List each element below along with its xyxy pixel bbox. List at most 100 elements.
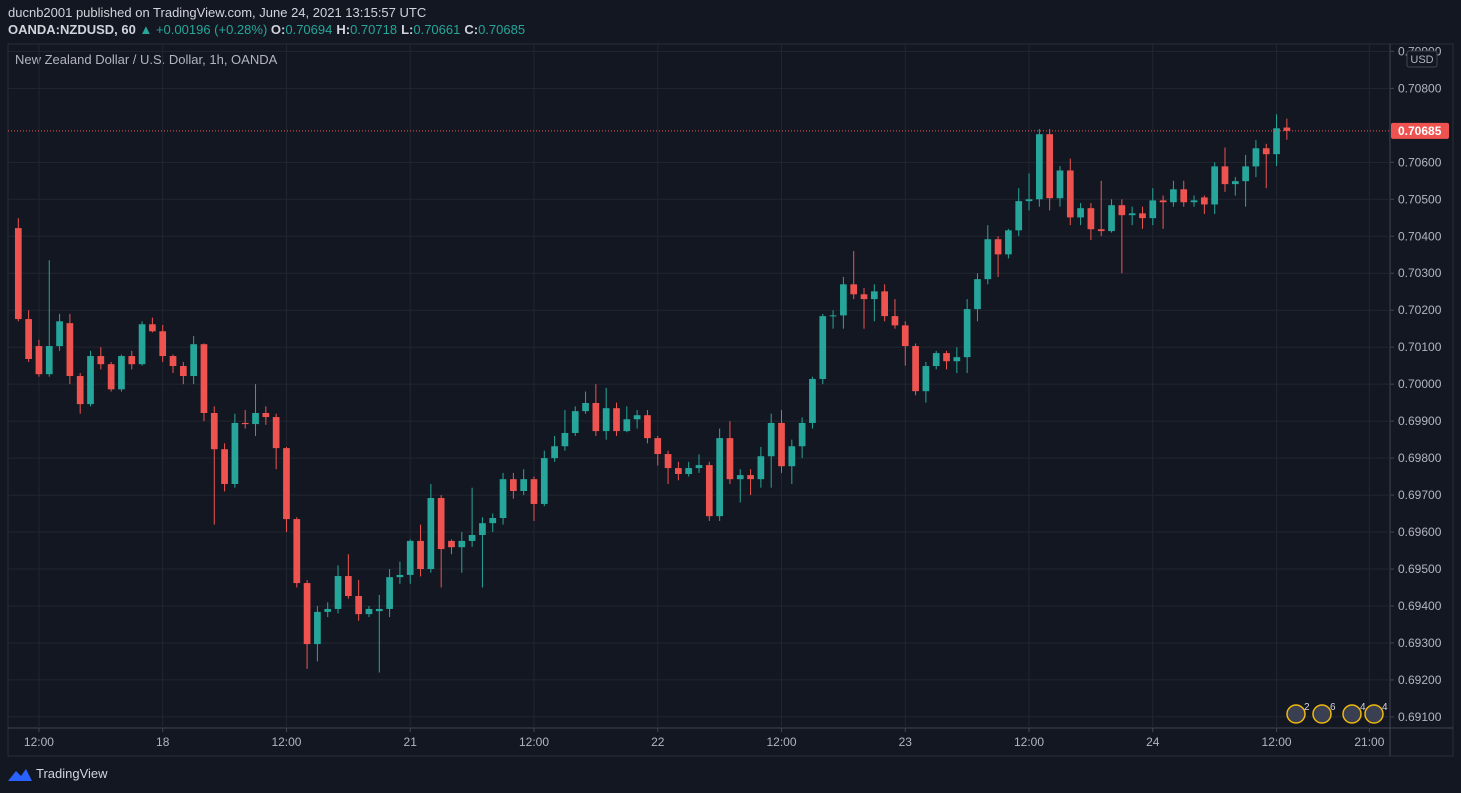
- last-price-label: 0.70685: [1398, 124, 1442, 138]
- candle-body: [602, 408, 610, 432]
- candle-body: [1128, 213, 1136, 216]
- candle-body: [128, 356, 136, 365]
- chart-frame: [7, 43, 1454, 757]
- candle-body: [427, 498, 435, 570]
- candle-body: [695, 465, 703, 469]
- candle-body: [1118, 205, 1126, 216]
- candle-body: [767, 422, 775, 457]
- y-tick-label: 0.70800: [1398, 81, 1442, 95]
- y-tick-label: 0.70300: [1398, 266, 1442, 280]
- candle-body: [716, 438, 723, 517]
- event-count: 4: [1360, 702, 1366, 713]
- up-arrow: ▲: [139, 22, 153, 37]
- candle-body: [1097, 229, 1105, 232]
- candle-body: [623, 419, 631, 432]
- chart: New Zealand Dollar / U.S. Dollar, 1h, OA…: [7, 43, 1454, 757]
- event-icon: [1364, 704, 1384, 724]
- candle-body: [963, 309, 971, 358]
- y-tick-label: 0.70200: [1398, 303, 1442, 317]
- candle-body: [798, 422, 806, 447]
- candle-body: [1015, 201, 1023, 231]
- y-tick-label: 0.70000: [1398, 377, 1442, 391]
- candle-body: [107, 364, 115, 390]
- candle-body: [489, 517, 497, 524]
- candle-body: [901, 325, 909, 347]
- candle-body: [324, 608, 332, 612]
- candle-body: [66, 323, 74, 377]
- ohlc-value: 0.70661: [413, 22, 461, 37]
- ohlc-label: C:: [464, 22, 479, 37]
- candle-body: [870, 291, 878, 300]
- candle-body: [35, 346, 43, 375]
- candle-body: [437, 498, 445, 550]
- candle-body: [1035, 134, 1043, 200]
- x-tick-label: 24: [1146, 735, 1160, 749]
- candle-body: [406, 540, 414, 575]
- candle-body: [1087, 208, 1095, 230]
- candle-body: [149, 324, 156, 332]
- ohlc-value: 0.70694: [285, 22, 333, 37]
- y-tick-label: 0.69300: [1398, 636, 1442, 650]
- event-icon: [1286, 704, 1306, 724]
- candle-body: [448, 540, 455, 548]
- candle-body: [293, 519, 301, 584]
- candle-body: [592, 403, 600, 432]
- chart-title: New Zealand Dollar / U.S. Dollar, 1h, OA…: [15, 52, 278, 67]
- candle-body: [76, 376, 84, 405]
- candle-body: [179, 366, 187, 377]
- candle-body: [159, 331, 167, 357]
- candle-body: [850, 284, 858, 295]
- candle-body: [685, 468, 693, 474]
- candle-body: [613, 408, 620, 432]
- candle-body: [56, 321, 63, 347]
- y-tick-label: 0.70100: [1398, 340, 1442, 354]
- candle-body: [994, 239, 1002, 255]
- candle-body: [1025, 199, 1033, 202]
- candle-body: [705, 465, 713, 517]
- candle-body: [778, 422, 785, 467]
- candle-body: [283, 448, 290, 520]
- candle-body: [1108, 205, 1115, 232]
- currency-label: USD: [1410, 54, 1433, 66]
- candle-body: [984, 239, 992, 280]
- candle-body: [45, 346, 53, 375]
- event-count: 6: [1330, 702, 1336, 713]
- candle-body: [912, 346, 919, 392]
- candle-body: [1211, 166, 1219, 205]
- brand: TradingView: [36, 766, 108, 781]
- candle-body: [190, 344, 197, 377]
- candle-body: [540, 458, 548, 504]
- footer: TradingView: [8, 766, 108, 781]
- candle-body: [664, 454, 672, 469]
- logo: [8, 768, 32, 781]
- candle-body: [1201, 197, 1208, 205]
- y-tick-label: 0.70600: [1398, 155, 1442, 169]
- candle-body: [355, 596, 363, 615]
- candle-body: [726, 438, 734, 480]
- candle-body: [788, 446, 796, 467]
- candle-body: [633, 415, 641, 420]
- candle-body: [241, 422, 249, 425]
- candle-body: [1273, 128, 1280, 155]
- candle-body: [530, 479, 538, 504]
- candle-body: [891, 316, 899, 326]
- candle-body: [1252, 148, 1260, 167]
- candle-body: [1221, 166, 1229, 185]
- candle-body: [221, 449, 228, 484]
- candle-body: [14, 228, 22, 320]
- x-tick-label: 21:00: [1354, 735, 1384, 749]
- candle-body: [25, 319, 32, 360]
- y-tick-label: 0.69900: [1398, 414, 1442, 428]
- candle-body: [561, 432, 569, 447]
- candle-body: [87, 356, 94, 405]
- event-count: 2: [1304, 702, 1310, 713]
- candle-body: [138, 324, 146, 365]
- candle-body: [479, 523, 486, 536]
- candle-body: [932, 353, 940, 367]
- candle-body: [520, 479, 528, 492]
- candle-body: [747, 475, 754, 480]
- x-tick-label: 12:00: [1262, 735, 1292, 749]
- candle-body: [922, 366, 930, 392]
- candle-body: [365, 608, 373, 615]
